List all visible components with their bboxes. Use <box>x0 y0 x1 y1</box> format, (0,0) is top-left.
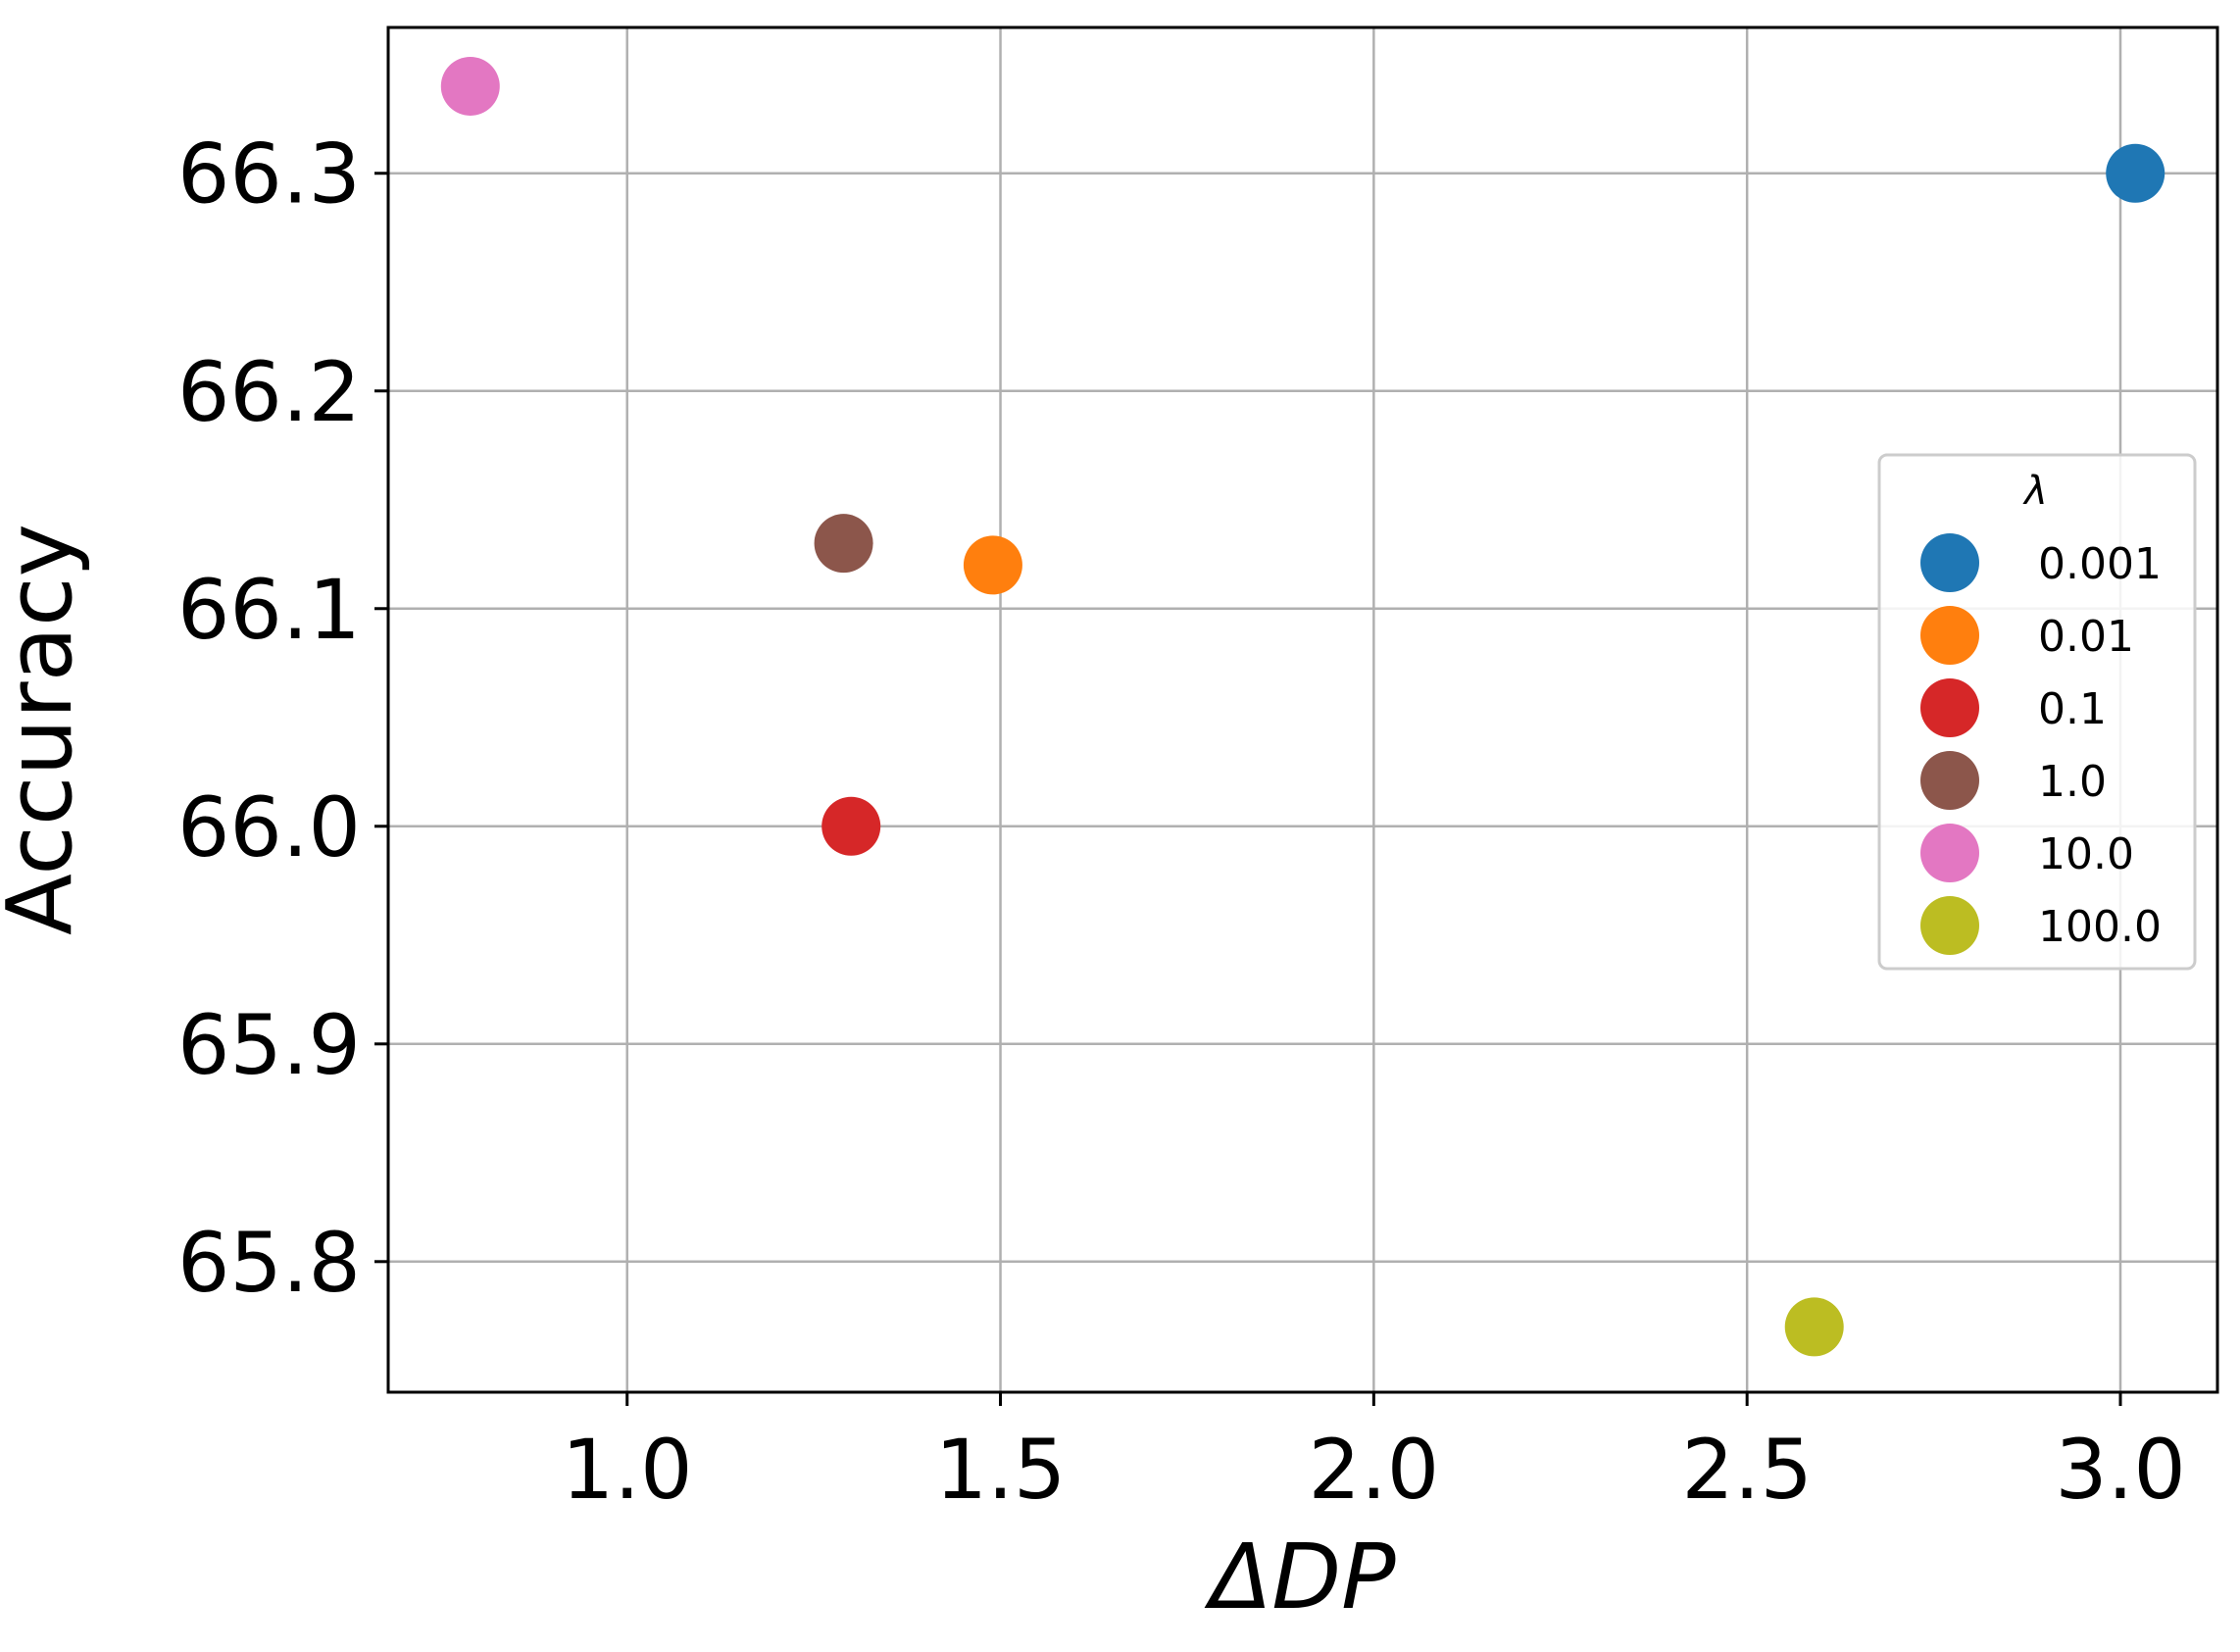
data-point-1.0 <box>814 514 873 574</box>
legend-marker-0.01 <box>1920 606 1979 665</box>
legend-items: 0.001 0.01 0.1 1.0 10.0 100.0 <box>1920 533 2162 955</box>
data-point-0.001 <box>2106 143 2165 203</box>
y-tick-label: 66.2 <box>177 344 361 440</box>
x-tick-label: 1.5 <box>935 1422 1067 1518</box>
legend-label-10.0: 10.0 <box>2038 829 2134 879</box>
y-tick-label: 66.0 <box>177 779 361 876</box>
x-axis-ticks: 1.0 1.5 2.0 2.5 3.0 <box>562 1392 2186 1518</box>
legend: λ 0.001 0.01 0.1 1.0 10.0 100.0 <box>1877 453 2197 971</box>
legend-label-0.01: 0.01 <box>2038 612 2134 662</box>
y-tick-label: 66.3 <box>177 126 361 223</box>
legend-marker-10.0 <box>1920 824 1979 882</box>
legend-label-100.0: 100.0 <box>2038 902 2162 952</box>
y-tick-label: 65.9 <box>177 997 361 1093</box>
legend-marker-1.0 <box>1920 751 1979 810</box>
y-axis-title: Accuracy <box>0 524 92 935</box>
data-point-100.0 <box>1784 1297 1844 1357</box>
legend-label-0.1: 0.1 <box>2038 684 2107 734</box>
data-point-0.1 <box>821 796 881 856</box>
y-tick-label: 65.8 <box>177 1215 361 1311</box>
data-point-10.0 <box>440 56 500 116</box>
grid-lines <box>388 27 2217 1392</box>
data-points <box>440 56 2165 1357</box>
legend-marker-0.1 <box>1920 678 1979 737</box>
legend-title: λ <box>2022 469 2048 514</box>
plot-frame <box>386 25 2219 1394</box>
x-axis-title: ΔDP <box>1204 1525 1396 1629</box>
legend-marker-0.001 <box>1920 533 1979 592</box>
data-point-0.01 <box>963 535 1022 595</box>
x-tick-label: 2.5 <box>1681 1422 1813 1518</box>
x-tick-label: 3.0 <box>2055 1422 2186 1518</box>
y-tick-label: 66.1 <box>177 562 361 658</box>
x-tick-label: 1.0 <box>562 1422 693 1518</box>
legend-label-0.001: 0.001 <box>2038 539 2162 589</box>
x-tick-label: 2.0 <box>1309 1422 1440 1518</box>
legend-label-1.0: 1.0 <box>2038 757 2107 807</box>
y-axis-ticks: 65.8 65.9 66.0 66.1 66.2 66.3 <box>177 126 388 1311</box>
legend-marker-100.0 <box>1920 896 1979 955</box>
